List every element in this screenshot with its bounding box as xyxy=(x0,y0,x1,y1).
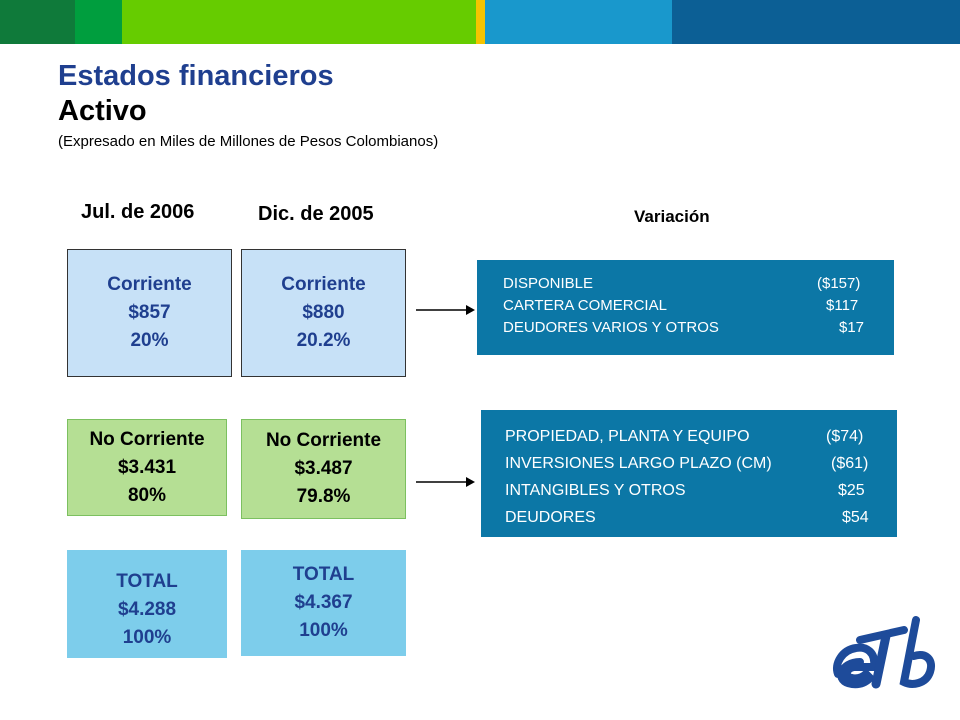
jul2006-corriente-box: Corriente $857 20% xyxy=(67,249,232,377)
page-title: Estados financieros xyxy=(58,60,334,92)
header-band-3 xyxy=(122,0,476,44)
column-header-jul2006: Jul. de 2006 xyxy=(81,201,195,223)
variacion-row-label: INTANGIBLES Y OTROS xyxy=(505,482,686,499)
jul2006-corriente-pct: 20% xyxy=(130,330,169,351)
dic2005-corriente-label: Corriente xyxy=(281,274,366,295)
variacion-no-corriente-panel: PROPIEDAD, PLANTA Y EQUIPO ($74) INVERSI… xyxy=(481,410,897,537)
column-header-dic2005: Dic. de 2005 xyxy=(258,203,374,225)
dic2005-no-corriente-label: No Corriente xyxy=(265,430,382,451)
variacion-row-amount: $54 xyxy=(842,509,869,526)
variacion-row-amount: ($157) xyxy=(817,275,861,292)
header-band-1 xyxy=(0,0,75,44)
jul2006-corriente-value: $857 xyxy=(128,302,171,323)
variacion-row-amount: $17 xyxy=(839,319,865,336)
arrow-right-icon xyxy=(416,305,475,315)
dic2005-corriente-box: Corriente $880 20.2% xyxy=(241,249,406,377)
currency-note: (Expresado en Miles de Millones de Pesos… xyxy=(58,133,439,150)
variacion-row-label: DEUDORES VARIOS Y OTROS xyxy=(503,319,719,336)
dic2005-no-corriente-value: $3.487 xyxy=(294,458,353,479)
dic2005-total-pct: 100% xyxy=(299,620,348,641)
jul2006-total-box: TOTAL $4.288 100% xyxy=(67,550,227,658)
variacion-row-label: DISPONIBLE xyxy=(503,275,594,292)
dic2005-total-value: $4.367 xyxy=(294,592,353,613)
dic2005-total-box: TOTAL $4.367 100% xyxy=(241,550,406,656)
dic2005-corriente-pct: 20.2% xyxy=(296,330,351,351)
variacion-row-label: DEUDORES xyxy=(505,509,596,526)
jul2006-no-corriente-box: No Corriente $3.431 80% xyxy=(67,419,227,516)
header-band-6 xyxy=(672,0,960,44)
dic2005-no-corriente-pct: 79.8% xyxy=(296,486,351,507)
variacion-row-amount: $117 xyxy=(826,297,859,314)
dic2005-total-label: TOTAL xyxy=(292,564,355,585)
jul2006-total-value: $4.288 xyxy=(117,599,177,620)
variacion-row-label: INVERSIONES LARGO PLAZO (CM) xyxy=(505,455,772,472)
variacion-row-amount: $25 xyxy=(838,482,865,499)
variacion-row-label: PROPIEDAD, PLANTA Y EQUIPO xyxy=(505,428,750,445)
jul2006-no-corriente-pct: 80% xyxy=(127,484,167,506)
variacion-row-label: CARTERA COMERCIAL xyxy=(503,297,667,314)
dic2005-no-corriente-box: No Corriente $3.487 79.8% xyxy=(241,419,406,519)
jul2006-no-corriente-value: $3.431 xyxy=(117,456,177,478)
variacion-corriente-panel: DISPONIBLE ($157) CARTERA COMERCIAL $117… xyxy=(477,260,894,355)
jul2006-no-corriente-label: No Corriente xyxy=(89,428,205,450)
variacion-row-amount: ($61) xyxy=(831,455,869,472)
header-band-5 xyxy=(485,0,672,44)
header-band-2 xyxy=(75,0,122,44)
etb-logo-icon xyxy=(833,616,935,689)
column-header-variacion: Variación xyxy=(634,207,710,226)
page-subtitle: Activo xyxy=(58,95,147,127)
dic2005-corriente-value: $880 xyxy=(302,302,345,323)
jul2006-total-label: TOTAL xyxy=(116,571,178,592)
header-band-4 xyxy=(476,0,485,44)
jul2006-total-pct: 100% xyxy=(122,627,172,648)
jul2006-corriente-label: Corriente xyxy=(107,274,192,295)
variacion-row-amount: ($74) xyxy=(826,428,864,445)
arrow-right-icon xyxy=(416,477,475,487)
